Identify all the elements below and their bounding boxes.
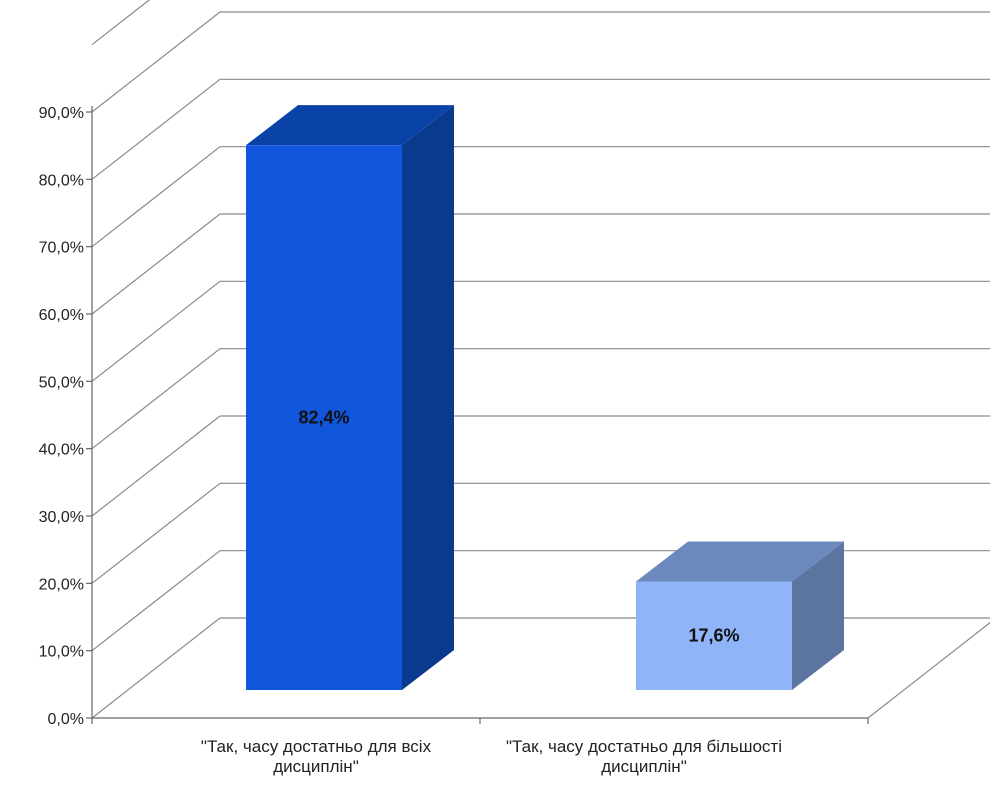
y-tick-label: 50,0% xyxy=(39,374,84,391)
data-label: 82,4% xyxy=(298,408,349,428)
grid-layer xyxy=(91,0,990,719)
y-tick-label: 60,0% xyxy=(39,307,84,324)
gridline-side xyxy=(91,146,221,248)
bar-side-face xyxy=(792,541,844,690)
y-tick-label: 30,0% xyxy=(39,509,84,526)
gridline-side xyxy=(91,11,221,113)
gridline-side xyxy=(91,415,221,517)
y-tick-label: 90,0% xyxy=(39,105,84,122)
y-tick-label: 40,0% xyxy=(39,442,84,459)
gridline-side xyxy=(91,78,221,180)
gridline-side xyxy=(91,482,221,584)
bar-top-face xyxy=(246,105,454,146)
data-label: 17,6% xyxy=(688,626,739,646)
y-tick-label: 80,0% xyxy=(39,172,84,189)
gridline-side xyxy=(91,280,221,382)
floor-edge-right xyxy=(867,621,990,719)
y-tick-label: 10,0% xyxy=(39,644,84,661)
y-tick-label: 20,0% xyxy=(39,576,84,593)
category-label: "Так, часу достатньо для всіх xyxy=(201,737,432,756)
y-tick-label: 70,0% xyxy=(39,240,84,257)
bar-layer xyxy=(246,105,844,690)
category-label: дисциплін" xyxy=(273,757,358,776)
bar xyxy=(246,145,402,690)
axis-layer: 0,0% 10,0% 20,0% 30,0% 40,0% 50,0% 60,0% 70,0% 8… xyxy=(39,105,869,728)
category-label: дисциплін" xyxy=(601,757,686,776)
gridline-side xyxy=(91,348,221,450)
gridline-side xyxy=(91,0,151,46)
gridline-side xyxy=(91,550,221,652)
bar-side-face xyxy=(402,105,454,690)
category-label: "Так, часу достатньо для більшості xyxy=(506,737,782,756)
bar xyxy=(636,581,792,690)
bar-top-face xyxy=(636,541,844,582)
y-tick-label: 0,0% xyxy=(48,711,84,728)
label-layer: 82,4%17,6%"Так, часу достатньо для всіхд… xyxy=(201,408,782,776)
gridline-side xyxy=(91,617,221,719)
gridline-side xyxy=(91,213,221,315)
